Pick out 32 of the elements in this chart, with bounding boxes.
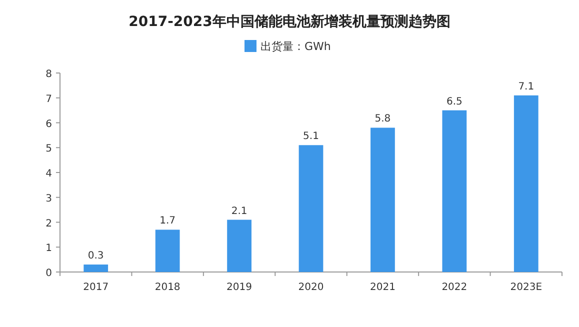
x-tick-label: 2021 [370, 282, 396, 293]
x-tick-label: 2018 [154, 282, 180, 293]
y-tick-label: 7 [46, 94, 52, 105]
bar [442, 110, 467, 272]
data-label: 5.1 [303, 131, 319, 142]
bar [514, 95, 538, 272]
data-label: 6.5 [446, 96, 462, 108]
bar [227, 220, 252, 272]
data-label: 2.1 [231, 206, 248, 217]
y-tick-label: 5 [46, 144, 52, 155]
y-tick-label: 8 [46, 69, 52, 80]
bar [370, 128, 395, 272]
x-tick-label: 2022 [442, 282, 468, 293]
y-tick-label: 6 [46, 118, 52, 130]
bar [298, 145, 324, 272]
bar [155, 230, 180, 272]
data-label: 7.1 [518, 81, 534, 92]
data-label: 1.7 [160, 216, 176, 227]
data-label: 0.3 [88, 250, 104, 262]
x-tick-label: 2019 [226, 282, 252, 293]
x-tick-label: 2023E [510, 282, 542, 293]
x-tick-label: 2017 [83, 282, 109, 293]
y-tick-label: 4 [46, 168, 52, 180]
y-tick-label: 0 [46, 268, 52, 279]
y-tick-label: 2 [46, 218, 52, 230]
y-tick-label: 1 [46, 243, 52, 254]
chart-title: 2017-2023年中国储能电池新增装机量预测趋势图 [128, 13, 450, 30]
legend-label: 出货量：GWh [260, 40, 331, 53]
bar [84, 264, 108, 272]
data-label: 5.8 [374, 114, 391, 125]
y-tick-label: 3 [46, 193, 52, 204]
x-tick-label: 2020 [298, 282, 324, 293]
